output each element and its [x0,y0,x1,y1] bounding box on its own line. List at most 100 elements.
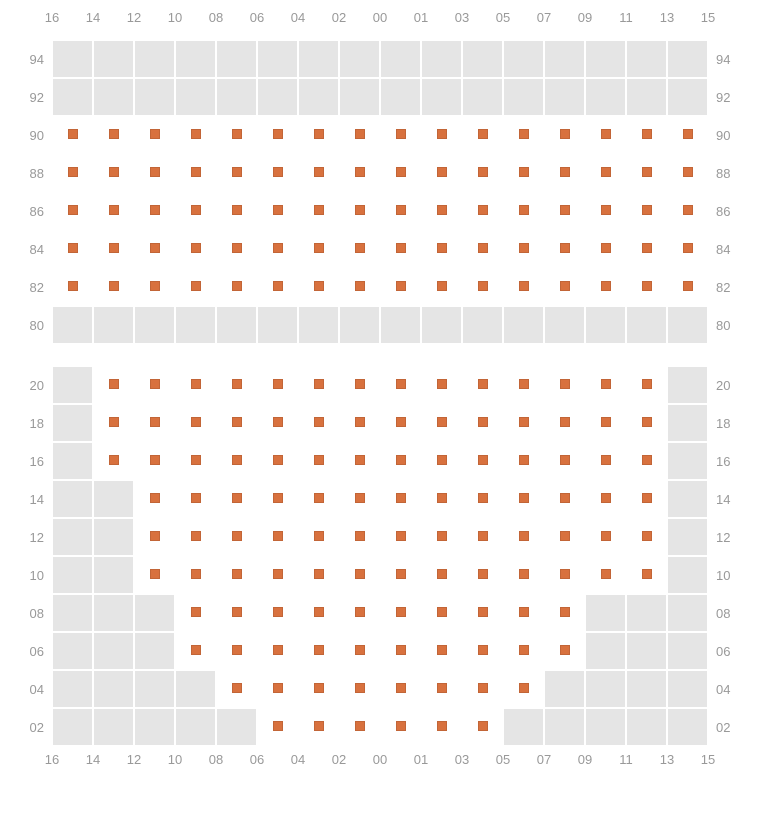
seat-cell[interactable] [503,594,544,632]
seat-cell[interactable] [339,442,380,480]
seat-cell[interactable] [380,556,421,594]
seat-cell[interactable] [462,154,503,192]
seat-cell[interactable] [339,268,380,306]
seat-cell[interactable] [298,556,339,594]
seat-cell[interactable] [339,154,380,192]
seat-cell[interactable] [134,154,175,192]
seat-cell[interactable] [585,404,626,442]
seat-cell[interactable] [257,518,298,556]
seat-cell[interactable] [462,230,503,268]
seat-cell[interactable] [93,366,134,404]
seat-cell[interactable] [93,268,134,306]
seat-cell[interactable] [380,268,421,306]
seat-cell[interactable] [462,268,503,306]
seat-cell[interactable] [339,670,380,708]
seat-cell[interactable] [257,442,298,480]
seat-cell[interactable] [298,116,339,154]
seat-cell[interactable] [421,480,462,518]
seat-cell[interactable] [503,556,544,594]
seat-cell[interactable] [175,480,216,518]
seat-cell[interactable] [462,708,503,746]
seat-cell[interactable] [421,632,462,670]
seat-cell[interactable] [216,154,257,192]
seat-cell[interactable] [298,708,339,746]
seat-cell[interactable] [134,230,175,268]
seat-cell[interactable] [339,518,380,556]
seat-cell[interactable] [626,556,667,594]
seat-cell[interactable] [257,154,298,192]
seat-cell[interactable] [339,556,380,594]
seat-cell[interactable] [380,632,421,670]
seat-cell[interactable] [93,116,134,154]
seat-cell[interactable] [421,116,462,154]
seat-cell[interactable] [380,154,421,192]
seat-cell[interactable] [134,518,175,556]
seat-cell[interactable] [175,154,216,192]
seat-cell[interactable] [503,670,544,708]
seat-cell[interactable] [462,366,503,404]
seat-cell[interactable] [462,480,503,518]
seat-cell[interactable] [257,632,298,670]
seat-cell[interactable] [421,594,462,632]
seat-cell[interactable] [175,116,216,154]
seat-cell[interactable] [298,480,339,518]
seat-cell[interactable] [216,366,257,404]
seat-cell[interactable] [339,594,380,632]
seat-cell[interactable] [585,154,626,192]
seat-cell[interactable] [339,230,380,268]
seat-cell[interactable] [298,366,339,404]
seat-cell[interactable] [421,708,462,746]
seat-cell[interactable] [503,192,544,230]
seat-cell[interactable] [339,366,380,404]
seat-cell[interactable] [93,442,134,480]
seat-cell[interactable] [421,366,462,404]
seat-cell[interactable] [421,192,462,230]
seat-cell[interactable] [380,442,421,480]
seat-cell[interactable] [216,670,257,708]
seat-cell[interactable] [380,708,421,746]
seat-cell[interactable] [544,230,585,268]
seat-cell[interactable] [216,192,257,230]
seat-cell[interactable] [298,230,339,268]
seat-cell[interactable] [257,670,298,708]
seat-cell[interactable] [52,192,93,230]
seat-cell[interactable] [380,116,421,154]
seat-cell[interactable] [134,480,175,518]
seat-cell[interactable] [52,230,93,268]
seat-cell[interactable] [544,404,585,442]
seat-cell[interactable] [585,268,626,306]
seat-cell[interactable] [380,518,421,556]
seat-cell[interactable] [544,632,585,670]
seat-cell[interactable] [626,404,667,442]
seat-cell[interactable] [134,116,175,154]
seat-cell[interactable] [462,556,503,594]
seat-cell[interactable] [216,404,257,442]
seat-cell[interactable] [52,116,93,154]
seat-cell[interactable] [585,518,626,556]
seat-cell[interactable] [216,632,257,670]
seat-cell[interactable] [462,670,503,708]
seat-cell[interactable] [175,594,216,632]
seat-cell[interactable] [585,116,626,154]
seat-cell[interactable] [175,230,216,268]
seat-cell[interactable] [298,632,339,670]
seat-cell[interactable] [667,230,708,268]
seat-cell[interactable] [667,154,708,192]
seat-cell[interactable] [544,154,585,192]
seat-cell[interactable] [626,268,667,306]
seat-cell[interactable] [380,192,421,230]
seat-cell[interactable] [421,670,462,708]
seat-cell[interactable] [298,594,339,632]
seat-cell[interactable] [380,480,421,518]
seat-cell[interactable] [93,154,134,192]
seat-cell[interactable] [503,518,544,556]
seat-cell[interactable] [216,230,257,268]
seat-cell[interactable] [134,268,175,306]
seat-cell[interactable] [134,556,175,594]
seat-cell[interactable] [134,404,175,442]
seat-cell[interactable] [462,404,503,442]
seat-cell[interactable] [421,442,462,480]
seat-cell[interactable] [257,268,298,306]
seat-cell[interactable] [503,116,544,154]
seat-cell[interactable] [298,518,339,556]
